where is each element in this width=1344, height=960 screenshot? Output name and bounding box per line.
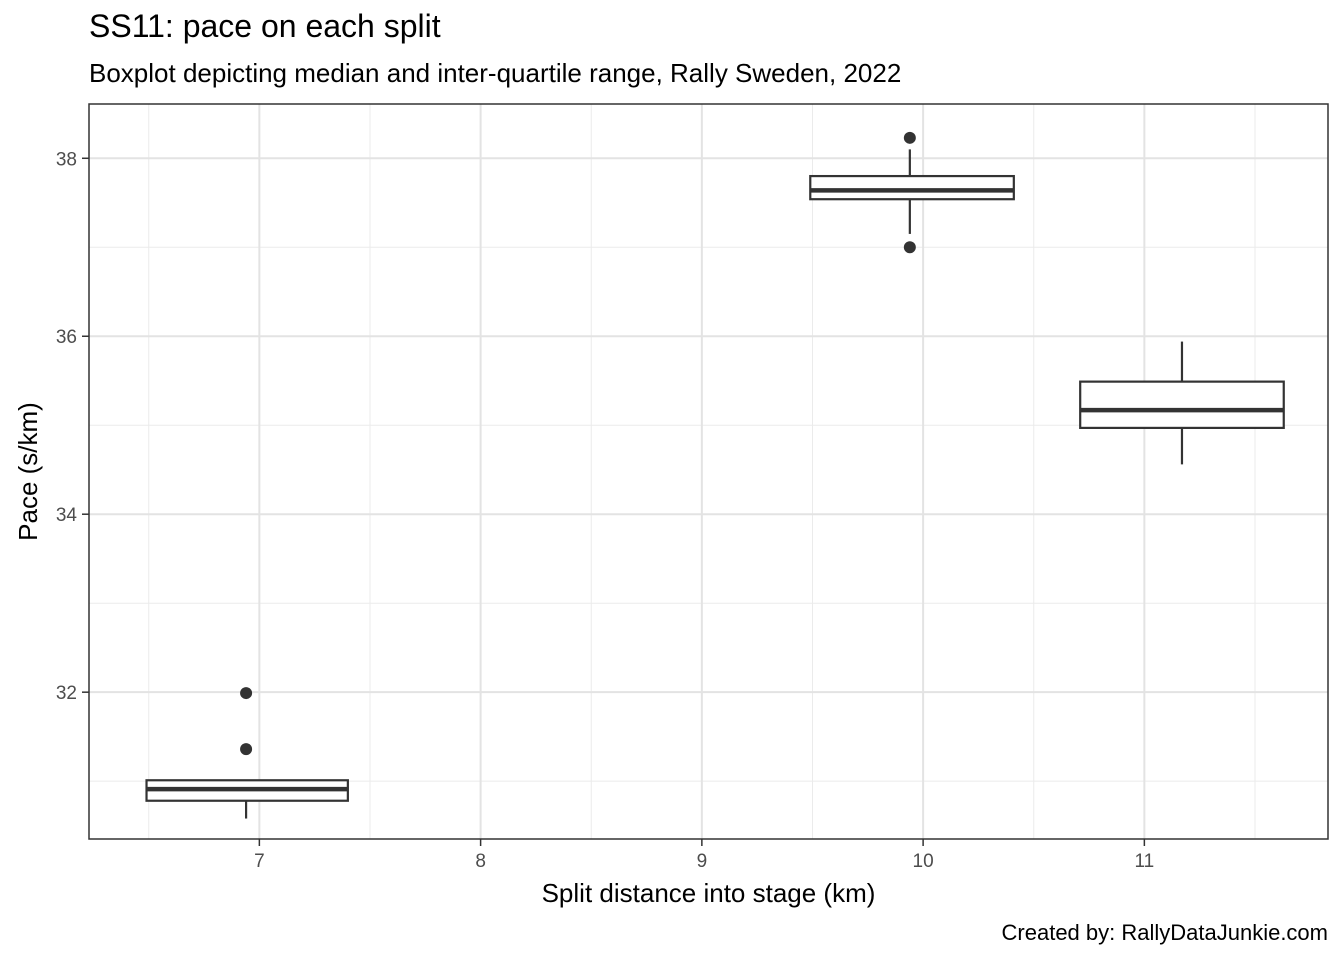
- x-tick-label: 11: [1134, 851, 1154, 872]
- x-tick-label: 9: [697, 851, 708, 872]
- y-tick-label: 32: [56, 683, 77, 704]
- x-tick-label: 8: [475, 851, 486, 872]
- y-tick-label: 34: [56, 505, 78, 526]
- outlier-point: [240, 743, 253, 756]
- box-iqr: [809, 174, 1015, 201]
- chart-title: SS11: pace on each split: [89, 8, 441, 44]
- major-gridlines: [89, 104, 1328, 839]
- chart-subtitle: Boxplot depicting median and inter-quart…: [89, 58, 902, 88]
- minor-gridlines: [89, 104, 1328, 839]
- plot-panel-border: [88, 103, 1329, 840]
- outlier-point: [240, 687, 253, 700]
- chart-caption: Created by: RallyDataJunkie.com: [1001, 920, 1328, 945]
- boxes-layer: [145, 131, 1285, 819]
- box-group: [145, 687, 349, 819]
- box-iqr: [1079, 380, 1285, 429]
- x-tick-label: 7: [254, 851, 265, 872]
- outlier-point: [903, 241, 916, 254]
- box-group: [809, 131, 1015, 254]
- y-tick-label: 38: [56, 149, 77, 170]
- y-axis: 32 34 36 38: [56, 149, 89, 704]
- x-axis-label: Split distance into stage (km): [542, 878, 876, 908]
- outlier-point: [903, 131, 916, 144]
- x-axis: 7 8 9 10 11: [254, 839, 1154, 872]
- x-tick-label: 10: [913, 851, 934, 872]
- box-group: [1079, 341, 1285, 465]
- y-tick-label: 36: [56, 327, 77, 348]
- y-axis-label: Pace (s/km): [13, 402, 43, 541]
